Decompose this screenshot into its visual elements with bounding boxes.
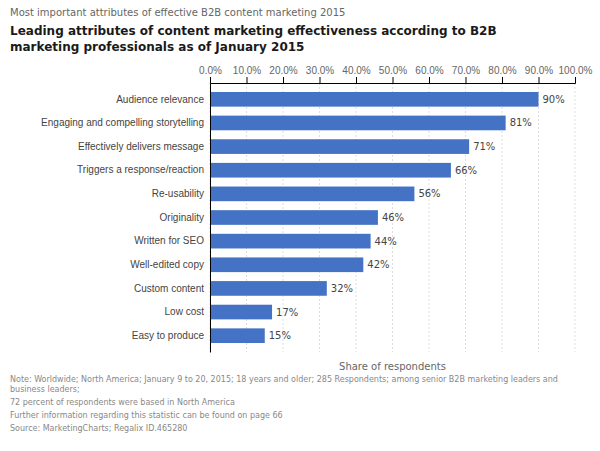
x-tick-mark: [283, 77, 284, 83]
y-tick: Effectively delivers message: [78, 141, 210, 152]
grid-line: [575, 83, 576, 352]
x-tick-mark: [320, 77, 321, 83]
y-tick-label: Well-edited copy: [130, 259, 204, 270]
y-tick-label: Effectively delivers message: [78, 141, 204, 152]
data-label: 42%: [367, 259, 389, 270]
y-tick-label: Written for SEO: [134, 235, 204, 246]
note: Source: MarketingCharts; Regalix ID.4652…: [10, 424, 187, 433]
bar: [210, 139, 469, 154]
x-tick: 40.0%: [342, 65, 370, 83]
x-tick: 30.0%: [306, 65, 334, 83]
note: 72 percent of respondents were based in …: [10, 398, 235, 407]
grid-line: [210, 83, 211, 352]
note: Note: Worldwide; North America; January …: [10, 375, 558, 394]
x-axis-line: [211, 77, 576, 84]
y-tick: Triggers a response/reaction: [77, 164, 210, 175]
x-tick-mark: [575, 77, 576, 83]
data-label: 81%: [510, 117, 532, 128]
data-label: 44%: [375, 236, 397, 247]
data-label: 15%: [269, 330, 291, 341]
y-tick: Re-usability: [152, 188, 210, 199]
y-tick-label: Re-usability: [152, 188, 204, 199]
x-tick-label: 40.0%: [342, 65, 370, 76]
x-tick-mark: [502, 77, 503, 83]
y-axis-line: [210, 84, 211, 353]
bar: [210, 210, 378, 225]
subtitle: Most important attributes of effective B…: [10, 7, 345, 18]
grid-line: [538, 83, 539, 352]
bar: [210, 305, 272, 320]
y-tick: Written for SEO: [134, 235, 210, 246]
x-tick-mark: [247, 77, 248, 83]
bar: [210, 92, 539, 107]
x-tick-label: 80.0%: [488, 65, 516, 76]
x-tick-mark: [393, 77, 394, 83]
chart-container: Most important attributes of effective B…: [0, 0, 600, 451]
data-label: 17%: [276, 307, 298, 318]
y-tick: Well-edited copy: [130, 259, 210, 270]
x-tick-mark: [356, 77, 357, 83]
bar: [210, 257, 363, 272]
x-tick-label: 20.0%: [269, 65, 297, 76]
bar: [210, 163, 451, 178]
x-tick-mark: [539, 77, 540, 83]
y-tick: Low cost: [165, 306, 210, 317]
x-tick: 10.0%: [233, 65, 261, 83]
x-tick-mark: [429, 77, 430, 83]
bar: [210, 116, 506, 131]
y-tick-label: Originality: [160, 212, 204, 223]
x-tick-label: 60.0%: [415, 65, 443, 76]
x-tick-mark: [466, 77, 467, 83]
bars: [210, 92, 539, 343]
note: Further information regarding this stati…: [10, 411, 283, 420]
x-tick: 90.0%: [525, 65, 553, 83]
data-label: 71%: [473, 141, 495, 152]
x-tick-label: 70.0%: [452, 65, 480, 76]
y-tick-label: Custom content: [134, 283, 204, 294]
y-axis: Easy to produce Low cost Custom content Wel…: [41, 84, 210, 353]
x-tick: 60.0%: [415, 65, 443, 83]
x-tick-label: 0.0%: [199, 65, 222, 76]
y-tick-label: Easy to produce: [132, 330, 205, 341]
bar: [210, 281, 327, 296]
y-tick: Audience relevance: [116, 94, 210, 105]
bar: [210, 187, 414, 202]
data-label: 56%: [418, 188, 440, 199]
title: Leading attributes of content marketing …: [10, 24, 497, 54]
grid: [210, 83, 575, 352]
y-tick: Custom content: [134, 283, 210, 294]
y-tick: Engaging and compelling storytelling: [41, 117, 210, 128]
x-tick: 80.0%: [488, 65, 516, 83]
x-tick: 0.0%: [199, 65, 222, 83]
x-tick: 100.0%: [559, 65, 593, 83]
bar: [210, 328, 265, 343]
x-axis: 0.0% 10.0% 20.0% 30.0% 40.0% 50.0% 60.0% 70.0% 8…: [199, 65, 592, 84]
x-tick-mark: [210, 77, 211, 83]
x-tick-label: 100.0%: [559, 65, 593, 76]
data-label: 66%: [455, 165, 477, 176]
chart-svg: Most important attributes of effective B…: [0, 0, 600, 451]
bar: [210, 234, 371, 249]
x-tick-label: 50.0%: [379, 65, 407, 76]
x-tick: 50.0%: [379, 65, 407, 83]
x-tick-label: 10.0%: [233, 65, 261, 76]
x-axis-title: Share of respondents: [339, 361, 446, 372]
data-label: 32%: [331, 283, 353, 294]
x-tick: 70.0%: [452, 65, 480, 83]
data-label: 90%: [543, 94, 565, 105]
y-tick-label: Engaging and compelling storytelling: [41, 117, 204, 128]
y-tick-label: Low cost: [165, 306, 205, 317]
y-tick: Originality: [160, 212, 210, 223]
data-label: 46%: [382, 212, 404, 223]
data-labels: 15% 17% 32% 42% 44% 46% 56% 66% 71% 81% 90%: [269, 94, 565, 341]
x-tick-label: 30.0%: [306, 65, 334, 76]
x-tick: 20.0%: [269, 65, 297, 83]
y-tick: Easy to produce: [132, 330, 210, 341]
x-tick-label: 90.0%: [525, 65, 553, 76]
y-tick-label: Triggers a response/reaction: [77, 164, 204, 175]
y-tick-label: Audience relevance: [116, 94, 204, 105]
